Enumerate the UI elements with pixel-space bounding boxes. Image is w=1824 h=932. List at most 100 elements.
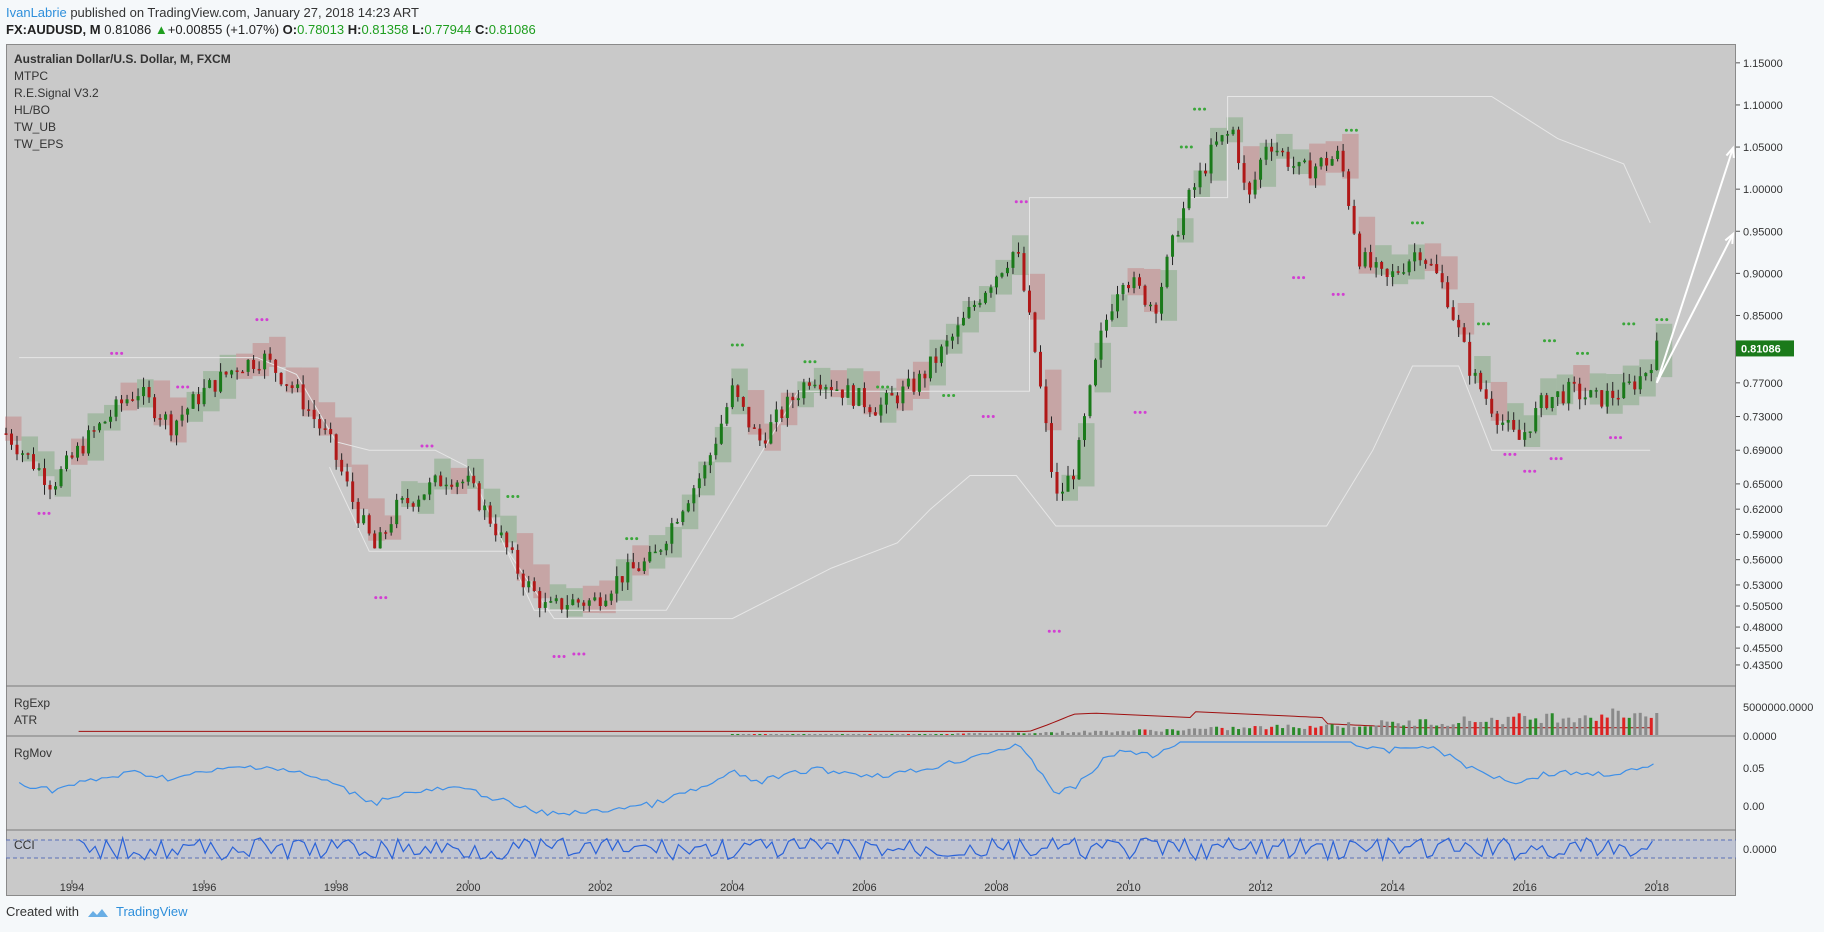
- atr-label[interactable]: ATR: [14, 713, 38, 727]
- candle-body: [1550, 397, 1554, 409]
- candle-body: [1380, 262, 1384, 269]
- candle-body: [1341, 150, 1345, 172]
- signal-dot: [740, 343, 744, 347]
- candle-body: [1578, 383, 1582, 400]
- candle-body: [1259, 159, 1263, 180]
- legend-item[interactable]: TW_EPS: [14, 137, 64, 151]
- candle-body: [202, 387, 206, 405]
- tradingview-link[interactable]: TradingView: [116, 904, 188, 919]
- candle-body: [1242, 163, 1246, 183]
- candle-body: [1457, 319, 1461, 328]
- candle-body: [1110, 311, 1114, 320]
- candle-body: [1215, 141, 1219, 145]
- range-box: [1589, 373, 1607, 405]
- candle-body: [686, 503, 690, 512]
- legend-item[interactable]: TW_UB: [14, 120, 56, 134]
- candle-body: [103, 421, 107, 424]
- volume-bar: [1044, 732, 1048, 735]
- candle-body: [422, 494, 426, 500]
- candle-body: [868, 407, 872, 413]
- rgmov-line: [18, 741, 1654, 817]
- candle-body: [274, 359, 278, 373]
- range-box: [978, 286, 996, 313]
- range-box: [1077, 423, 1095, 487]
- range-box: [54, 469, 72, 497]
- candle-body: [21, 453, 25, 455]
- volume-bar: [1512, 716, 1516, 735]
- author-link[interactable]: IvanLabrie: [6, 5, 67, 20]
- volume-bar: [1572, 722, 1576, 735]
- range-box: [137, 379, 154, 408]
- candle-body: [109, 416, 113, 422]
- candle-body: [252, 359, 256, 369]
- candle-body: [318, 419, 322, 429]
- candle-body: [890, 393, 894, 396]
- range-box: [318, 402, 336, 436]
- candle-body: [901, 386, 905, 404]
- volume-bar: [1286, 724, 1290, 735]
- candle-body: [323, 428, 327, 430]
- volume-bar: [1176, 730, 1180, 735]
- candle-body: [637, 568, 641, 571]
- candle-body: [1005, 267, 1009, 274]
- legend-item[interactable]: R.E.Signal V3.2: [14, 86, 99, 100]
- candle-body: [1022, 253, 1026, 291]
- candle-body: [1088, 385, 1092, 417]
- candle-body: [439, 475, 443, 487]
- chart-area[interactable]: [6, 44, 1736, 896]
- volume-bar: [807, 734, 811, 735]
- volume-bar: [769, 734, 773, 735]
- volume-bar: [1418, 719, 1422, 735]
- candle-body: [697, 478, 701, 489]
- volume-bar: [1539, 722, 1543, 735]
- signal-dot: [1553, 339, 1557, 343]
- volume-bar: [978, 732, 982, 735]
- volume-bar: [1655, 713, 1659, 735]
- candle-body: [494, 523, 498, 536]
- candle-body: [1352, 205, 1356, 234]
- candle-body: [851, 385, 855, 406]
- y-tick-label: 0.81086: [1741, 343, 1781, 355]
- signal-dot: [1138, 410, 1142, 414]
- legend-item[interactable]: MTPC: [14, 69, 48, 83]
- range-box: [582, 585, 600, 613]
- signal-dot: [1543, 339, 1547, 343]
- candle-body: [1374, 262, 1378, 268]
- candle-body: [879, 404, 883, 416]
- legend-item[interactable]: HL/BO: [14, 103, 51, 117]
- signal-dot: [120, 351, 124, 355]
- candle-body: [725, 407, 729, 424]
- candle-body: [1264, 146, 1268, 160]
- candle-body: [477, 483, 481, 511]
- rgexp-label[interactable]: RgExp: [14, 696, 51, 710]
- price-axis[interactable]: [1736, 44, 1824, 896]
- candle-body: [719, 423, 723, 444]
- signal-dot: [630, 537, 634, 541]
- candle-body: [538, 591, 542, 608]
- signal-dot: [625, 537, 629, 541]
- candle-body: [681, 511, 685, 523]
- volume-bar: [1567, 717, 1571, 735]
- volume-bar: [736, 734, 740, 735]
- volume-bar: [1391, 721, 1395, 735]
- last-price: 0.81086: [104, 22, 152, 37]
- candle-body: [1297, 162, 1301, 167]
- candle-body: [928, 356, 932, 379]
- volume-bar: [1314, 727, 1318, 735]
- volume-bar: [1165, 729, 1169, 735]
- candle-body: [989, 287, 993, 293]
- signal-dot: [557, 655, 561, 659]
- range-box: [483, 488, 501, 518]
- y-tick-label: 0.50500: [1743, 601, 1783, 613]
- volume-bar: [906, 734, 910, 735]
- candle-body: [142, 387, 146, 397]
- rgmov-label[interactable]: RgMov: [14, 746, 53, 760]
- candle-body: [620, 576, 624, 583]
- volume-bar: [945, 734, 949, 735]
- x-tick-label: 2010: [1116, 882, 1140, 894]
- y-tick-label: 0.48000: [1743, 622, 1783, 634]
- signal-dot: [1513, 452, 1517, 456]
- candle-body: [373, 533, 377, 549]
- cci-label[interactable]: CCI: [14, 838, 35, 852]
